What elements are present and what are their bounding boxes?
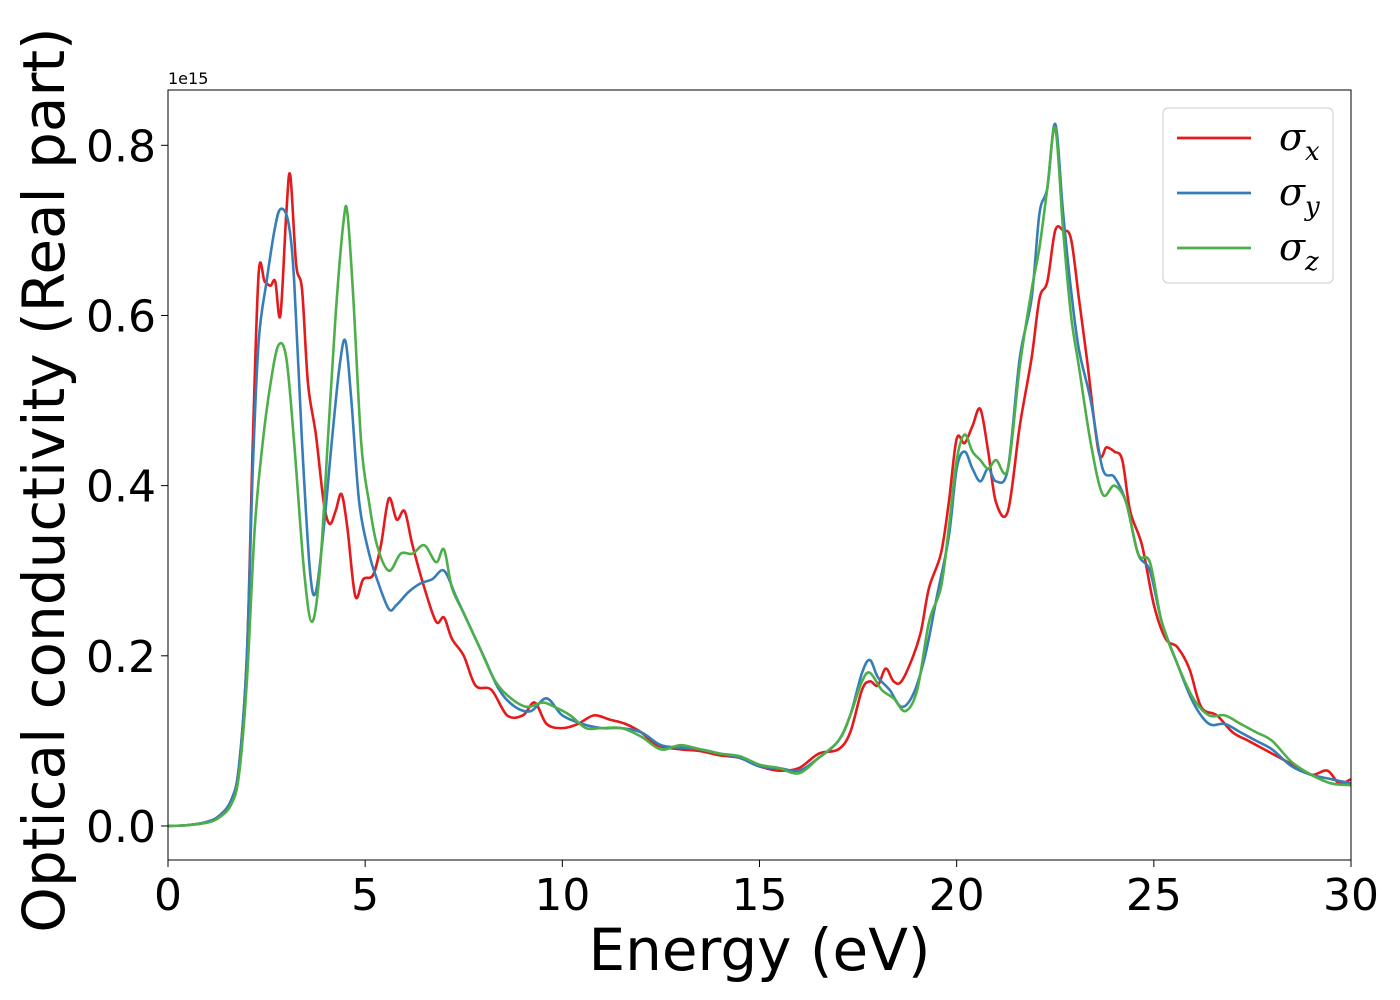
x-tick-label: 5 [351,870,379,921]
y-tick-label: 0.4 [86,462,156,513]
y-axis-ticks: 0.0 0.2 0.4 0.6 0.8 [86,121,168,853]
x-tick-label: 30 [1323,870,1379,921]
y-tick-label: 0.2 [86,632,156,683]
plot-lines [168,122,1351,828]
x-axis-ticks: 0 5 10 15 20 25 30 [154,860,1379,921]
x-axis-label: Energy (eV) [588,916,930,984]
legend-label-x: σx [1279,115,1320,167]
legend-box [1162,107,1334,284]
x-tick-label: 25 [1126,870,1182,921]
series-line-z [168,126,1351,828]
y-tick-label: 0.8 [86,121,156,172]
y-tick-label: 0.6 [86,291,156,342]
x-tick-label: 10 [534,870,590,921]
y-axis-label: Optical conductivity (Real part) [10,27,78,932]
legend-label-y: σy [1279,170,1320,222]
y-axis-offset-text: 1e15 [168,69,208,88]
x-tick-label: 0 [154,870,182,921]
legend-label-z: σz [1279,225,1319,277]
x-tick-label: 20 [929,870,985,921]
x-tick-label: 15 [732,870,788,921]
y-tick-label: 0.0 [86,802,156,853]
